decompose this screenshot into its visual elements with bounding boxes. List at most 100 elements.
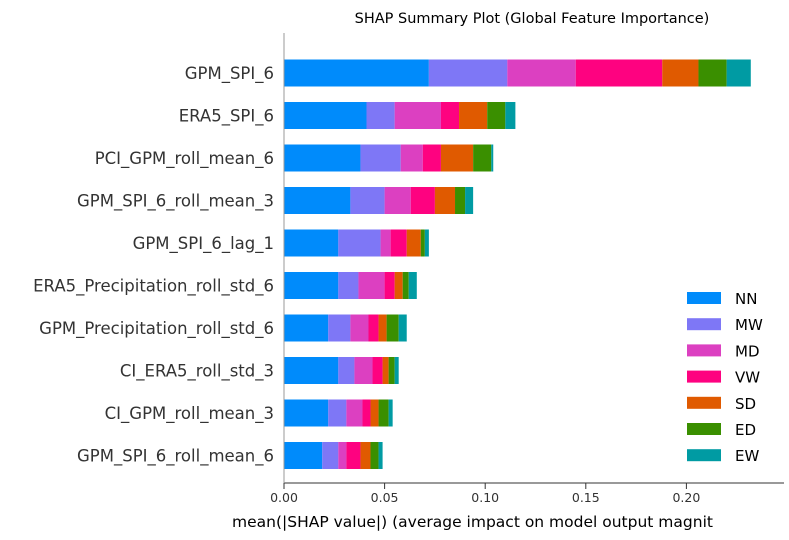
bar-segment-mw bbox=[366, 102, 395, 129]
bar-segment-ed bbox=[378, 399, 389, 427]
bar-segment-mw bbox=[338, 357, 355, 384]
bar-segment-sd bbox=[360, 442, 371, 469]
bar-segment-nn bbox=[284, 187, 351, 214]
bar-segment-ed bbox=[402, 272, 409, 299]
bar-segment-vw bbox=[410, 187, 435, 214]
bar-segment-mw bbox=[338, 229, 381, 257]
bar-segment-nn bbox=[284, 357, 339, 384]
bar-segment-sd bbox=[394, 272, 403, 299]
bar-segment-vw bbox=[368, 314, 379, 342]
feature-label: ERA5_SPI_6 bbox=[179, 107, 274, 127]
bar-segment-ew bbox=[726, 59, 751, 87]
bar-segment-md bbox=[346, 399, 363, 427]
legend: NN MW MD VW SD ED EW bbox=[687, 290, 763, 465]
bar-segment-vw bbox=[440, 102, 460, 129]
bar-segment-nn bbox=[284, 272, 339, 299]
bar-segment-nn bbox=[284, 442, 323, 469]
bar-segment-mw bbox=[338, 272, 359, 299]
legend-swatch-mw bbox=[687, 318, 721, 331]
bar-segment-nn bbox=[284, 102, 367, 129]
bar-segment-sd bbox=[434, 187, 456, 214]
feature-label: GPM_SPI_6_lag_1 bbox=[133, 234, 274, 254]
x-tick-label: 0.10 bbox=[471, 490, 499, 505]
x-tick-label: 0.00 bbox=[270, 490, 298, 505]
bar-segment-ed bbox=[370, 442, 379, 469]
bar-segment-md bbox=[400, 144, 423, 172]
feature-label: GPM_SPI_6_roll_mean_6 bbox=[77, 447, 274, 467]
legend-swatch-ew bbox=[687, 449, 721, 462]
bar-segment-ed bbox=[388, 357, 395, 384]
bar-segment-ew bbox=[394, 357, 399, 384]
bar-segment-mw bbox=[428, 59, 508, 87]
bar-segment-md bbox=[358, 272, 385, 299]
legend-label-ew: EW bbox=[735, 447, 759, 465]
x-tick-label: 0.15 bbox=[572, 490, 600, 505]
bar-segment-md bbox=[384, 187, 411, 214]
bar-segment-ew bbox=[491, 144, 494, 172]
bar-segment-nn bbox=[284, 144, 361, 172]
bar-segment-ew bbox=[378, 442, 383, 469]
bar-segment-ed bbox=[473, 144, 492, 172]
feature-labels-group: GPM_SPI_6 ERA5_SPI_6 PCI_GPM_roll_mean_6 GP… bbox=[33, 64, 274, 467]
legend-swatch-vw bbox=[687, 370, 721, 383]
bar-segment-ew bbox=[465, 187, 474, 214]
feature-label: ERA5_Precipitation_roll_std_6 bbox=[33, 277, 274, 297]
bar-segment-ed bbox=[420, 229, 425, 257]
x-tick-label: 0.05 bbox=[371, 490, 399, 505]
legend-swatch-nn bbox=[687, 292, 721, 304]
bar-segment-vw bbox=[372, 357, 383, 384]
bar-segment-mw bbox=[322, 442, 339, 469]
bar-segment-md bbox=[380, 229, 391, 257]
bar-segment-sd bbox=[459, 102, 488, 129]
bar-segment-vw bbox=[390, 229, 407, 257]
feature-label: GPM_SPI_6 bbox=[185, 64, 274, 84]
bar-segment-nn bbox=[284, 229, 339, 257]
bar-segment-ew bbox=[388, 399, 393, 427]
legend-swatch-md bbox=[687, 344, 721, 357]
legend-swatch-sd bbox=[687, 396, 721, 409]
legend-label-mw: MW bbox=[735, 316, 763, 334]
bar-segment-sd bbox=[406, 229, 421, 257]
bar-segment-sd bbox=[440, 144, 474, 172]
bar-segment-vw bbox=[346, 442, 361, 469]
bar-segment-ed bbox=[386, 314, 399, 342]
feature-label: PCI_GPM_roll_mean_6 bbox=[95, 149, 274, 169]
x-tick-label: 0.20 bbox=[672, 490, 700, 505]
chart-title: SHAP Summary Plot (Global Feature Import… bbox=[355, 11, 710, 27]
bar-segment-ed bbox=[487, 102, 506, 129]
bars-group bbox=[284, 59, 751, 469]
bar-segment-sd bbox=[378, 314, 387, 342]
bar-segment-mw bbox=[350, 187, 385, 214]
bar-segment-mw bbox=[328, 399, 347, 427]
legend-label-ed: ED bbox=[735, 421, 756, 439]
legend-label-nn: NN bbox=[735, 290, 757, 308]
feature-label: GPM_SPI_6_roll_mean_3 bbox=[77, 192, 274, 212]
bar-segment-sd bbox=[370, 399, 379, 427]
bar-segment-ed bbox=[455, 187, 466, 214]
feature-label: GPM_Precipitation_roll_std_6 bbox=[39, 319, 274, 339]
feature-label: CI_GPM_roll_mean_3 bbox=[105, 404, 274, 424]
bar-segment-sd bbox=[662, 59, 699, 87]
bar-segment-md bbox=[338, 442, 347, 469]
bar-segment-ed bbox=[698, 59, 727, 87]
bar-segment-md bbox=[350, 314, 369, 342]
legend-swatch-ed bbox=[687, 423, 721, 435]
legend-label-sd: SD bbox=[735, 395, 756, 413]
bar-segment-ew bbox=[398, 314, 407, 342]
bar-segment-vw bbox=[384, 272, 395, 299]
legend-label-md: MD bbox=[735, 342, 760, 360]
bar-segment-nn bbox=[284, 399, 329, 427]
bar-segment-ew bbox=[505, 102, 516, 129]
bar-segment-vw bbox=[575, 59, 663, 87]
bar-segment-mw bbox=[328, 314, 351, 342]
legend-label-vw: VW bbox=[735, 369, 760, 387]
bar-segment-nn bbox=[284, 59, 429, 87]
x-ticks-group: 0.00 0.05 0.10 0.15 0.20 bbox=[270, 483, 700, 505]
bar-segment-md bbox=[354, 357, 373, 384]
bar-segment-nn bbox=[284, 314, 329, 342]
bar-segment-vw bbox=[422, 144, 441, 172]
bar-segment-sd bbox=[382, 357, 389, 384]
bar-segment-md bbox=[394, 102, 441, 129]
x-axis-label: mean(|SHAP value|) (average impact on mo… bbox=[232, 513, 713, 531]
